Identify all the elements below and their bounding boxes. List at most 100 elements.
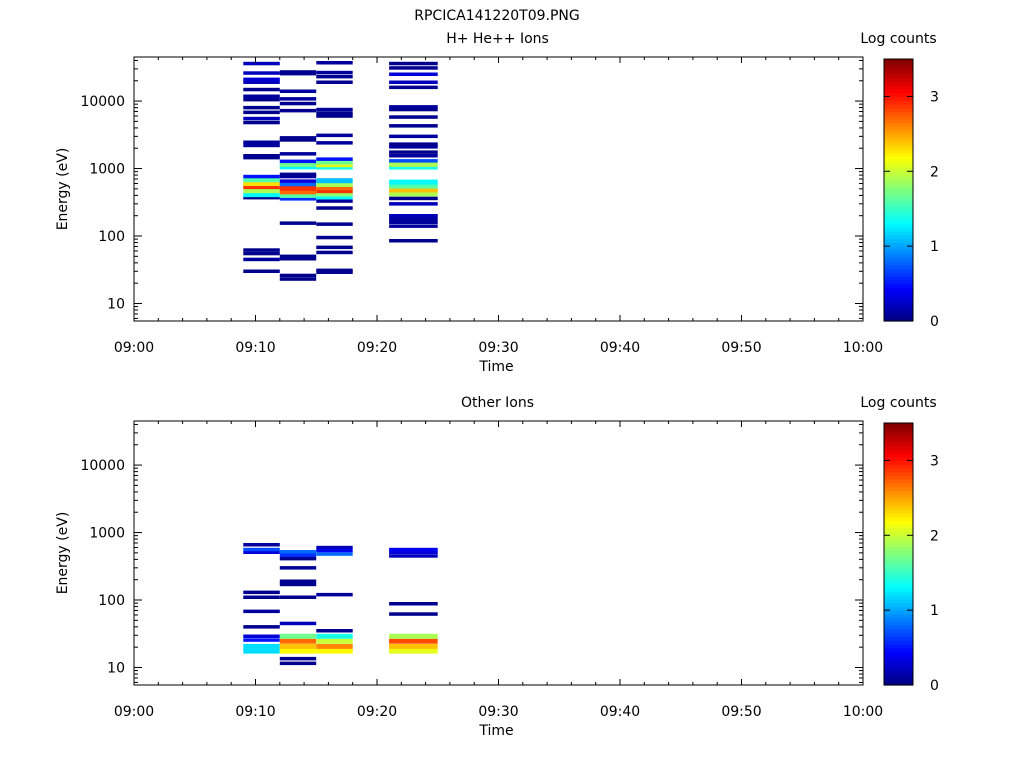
data-cell	[243, 595, 280, 599]
colorbar-swatch	[884, 77, 913, 83]
data-cell	[279, 257, 317, 261]
colorbar-swatch	[884, 276, 913, 281]
colorbar-swatch	[884, 531, 913, 536]
colorbar-swatch	[884, 467, 913, 473]
data-cell	[243, 120, 280, 125]
colorbar-swatch	[884, 673, 913, 679]
colorbar-swatch	[884, 223, 913, 229]
data-cell	[316, 178, 353, 184]
data-cell	[316, 633, 353, 639]
colorbar-swatch	[884, 182, 913, 187]
data-cell	[243, 188, 280, 194]
data-cell	[279, 172, 317, 177]
colorbar-swatch	[884, 216, 913, 221]
colorbar-label: Log counts	[860, 395, 936, 411]
colorbar-swatch	[884, 636, 913, 641]
colorbar-swatch	[884, 595, 913, 600]
y-tick-label: 10	[107, 296, 125, 312]
data-cell	[316, 80, 353, 84]
colorbar-swatch	[884, 130, 913, 135]
x-tick-label: 09:10	[235, 704, 275, 720]
data-cell	[389, 107, 438, 112]
data-cell	[243, 251, 280, 256]
colorbar-swatch	[884, 306, 913, 311]
data-cell	[279, 621, 317, 626]
x-tick-label: 09:30	[478, 704, 518, 720]
data-cell	[279, 556, 317, 561]
data-cell	[243, 155, 280, 160]
data-cell	[279, 550, 317, 554]
data-cell	[316, 74, 353, 79]
y-tick-label: 1000	[89, 162, 125, 178]
colorbar-swatch	[884, 441, 913, 447]
colorbar-swatch	[884, 287, 913, 292]
colorbar-swatch	[884, 598, 913, 604]
colorbar-swatch	[884, 606, 913, 611]
colorbar-swatch	[884, 628, 913, 634]
data-cell	[243, 590, 280, 595]
colorbar-swatch	[884, 96, 913, 101]
data-cell	[243, 61, 280, 66]
y-tick-label: 10000	[80, 458, 125, 474]
data-cell	[243, 105, 280, 110]
colorbar-swatch	[884, 317, 913, 322]
colorbar-swatch	[884, 475, 913, 480]
x-tick-label: 09:00	[114, 704, 154, 720]
y-axis-label: Energy (eV)	[55, 148, 71, 231]
y-tick-label: 10000	[80, 94, 125, 110]
data-cell	[316, 548, 353, 553]
colorbar-swatch	[884, 190, 913, 195]
data-cell	[316, 133, 353, 138]
colorbar-swatch	[884, 133, 913, 139]
data-cell	[243, 71, 280, 75]
colorbar-swatch	[884, 122, 913, 127]
colorbar-swatch	[884, 197, 913, 202]
colorbar-swatch	[884, 137, 913, 142]
data-cell	[316, 185, 353, 191]
colorbar-swatch	[884, 666, 913, 671]
page-title: RPCICA141220T09.PNG	[414, 8, 579, 24]
data-cell	[243, 648, 280, 654]
colorbar-swatch	[884, 490, 913, 495]
colorbar-swatch	[884, 437, 913, 443]
data-cell	[279, 179, 317, 183]
data-cell	[279, 108, 317, 113]
colorbar-swatch	[884, 479, 913, 484]
data-cell	[279, 643, 317, 649]
colorbar-swatch	[884, 59, 913, 64]
colorbar-swatch	[884, 651, 913, 656]
data-cell	[279, 579, 317, 583]
colorbar-swatch	[884, 580, 913, 585]
colorbar-swatch	[884, 640, 913, 645]
colorbar-swatch	[884, 550, 913, 555]
spectrogram-cells	[243, 543, 438, 666]
panel-h-he-ions: 09:00 09:10 09:20 09:30 09:40 09:50 10:0010100…	[55, 31, 939, 375]
colorbar-swatch	[884, 542, 913, 548]
colorbar-swatch	[884, 423, 913, 428]
data-cell	[279, 174, 317, 179]
colorbar-swatch	[884, 546, 913, 551]
colorbar-swatch	[884, 103, 913, 109]
data-cell	[316, 648, 353, 654]
y-tick-label: 100	[98, 593, 125, 609]
data-cell	[389, 550, 438, 554]
data-cell	[243, 625, 280, 629]
data-cell	[279, 159, 317, 164]
colorbar-swatch	[884, 602, 913, 607]
colorbar-swatch	[884, 539, 913, 544]
panel-other-ions: 09:00 09:10 09:20 09:30 09:40 09:50 10:0010100…	[55, 395, 939, 739]
data-cell	[316, 206, 353, 210]
data-cell	[389, 547, 438, 552]
data-cell	[389, 196, 438, 201]
colorbar-tick-label: 1	[930, 603, 939, 619]
colorbar-swatch	[884, 464, 913, 469]
colorbar-swatch	[884, 227, 913, 232]
x-tick-label: 09:10	[235, 340, 275, 356]
colorbar-swatch	[884, 70, 913, 75]
colorbar-swatch	[884, 272, 913, 277]
data-cell	[243, 181, 280, 186]
data-cell	[389, 214, 438, 218]
colorbar-swatch	[884, 516, 913, 521]
x-tick-label: 10:00	[843, 340, 883, 356]
